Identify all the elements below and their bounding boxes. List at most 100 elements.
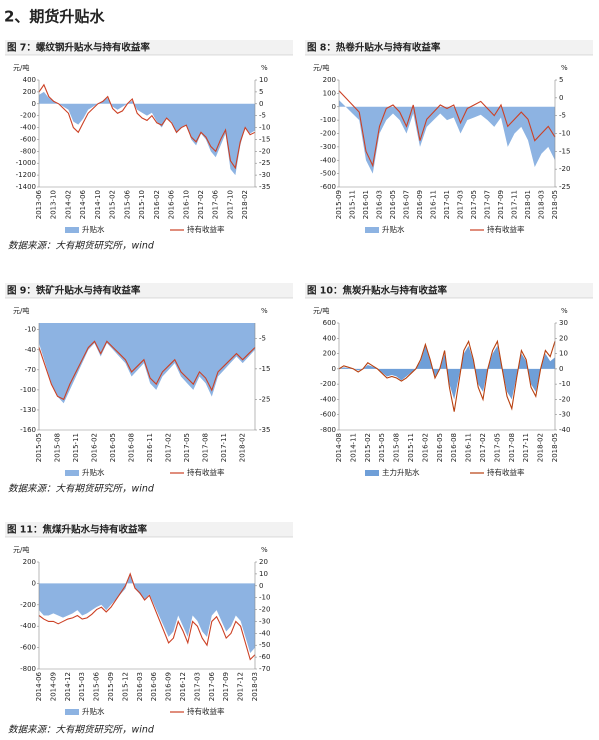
legend-swatch [65,470,79,476]
y2-tick-label: 0 [559,365,563,373]
y-tick-label: -200 [20,601,36,609]
source-note: 数据来源：大有期货研究所，wind [8,724,155,736]
y-tick-label: 200 [23,558,36,566]
caption-bar [305,283,593,298]
y-tick-label: 200 [323,350,336,358]
y2-tick-label: -70 [259,665,270,673]
return-line [38,83,256,170]
y-tick-label: -200 [20,112,36,120]
x-tick-label: 2016-03 [136,672,144,701]
y-tick-label: -400 [320,395,336,403]
legend-label: 持有收益率 [187,224,225,234]
return-line [338,90,556,168]
y2-tick-label: -25 [559,183,570,191]
x-tick-label: 2016-09 [165,672,173,701]
y-tick-label: -1000 [16,159,36,167]
chart-title: 图 9：铁矿升贴水与持有收益率 [7,285,141,297]
x-tick-label: 2016-11 [430,190,438,219]
y2-tick-label: -20 [559,165,570,173]
y2-tick-label: -35 [259,183,270,191]
legend-label: 主力升贴水 [382,467,420,477]
legend-label: 持有收益率 [187,706,225,716]
y2-axis-label: % [261,546,268,554]
x-tick-label: 2015-08 [393,433,401,462]
x-tick-label: 2018-03 [538,190,546,219]
x-tick-label: 2015-09 [107,672,115,701]
y-tick-label: 0 [32,579,36,587]
legend-swatch [65,709,79,715]
y2-tick-label: -15 [259,135,270,143]
y-tick-label: -70 [25,366,36,374]
basis-area [39,323,255,404]
return-line [38,340,256,401]
basis-area [339,345,555,400]
y-tick-label: -160 [20,426,36,434]
x-tick-label: 2017-08 [202,433,210,462]
x-tick-label: 2017-09 [497,190,505,219]
legend-label: 升贴水 [382,224,405,234]
x-tick-label: 2015-06 [123,189,131,219]
y-tick-label: -200 [320,380,336,388]
x-tick-label: 2016-05 [389,190,397,219]
x-tick-label: 2015-02 [109,190,117,219]
y-tick-label: -200 [320,130,336,138]
x-tick-label: 2014-02 [64,190,72,219]
x-tick-label: 2017-01 [443,190,451,219]
y2-tick-label: 10 [259,76,268,84]
source-note: 数据来源：大有期货研究所，wind [8,483,155,495]
y-tick-label: -1200 [16,171,36,179]
y-tick-label: 0 [332,365,336,373]
x-tick-label: 2016-03 [376,190,384,219]
y2-tick-label: -15 [259,365,270,373]
y-tick-label: -1400 [16,183,36,191]
x-tick-label: 2016-02 [91,433,99,462]
y2-tick-label: 5 [559,76,563,84]
x-tick-label: 2016-05 [436,433,444,462]
x-tick-label: 2014-09 [49,672,57,701]
y2-tick-label: -35 [259,426,270,434]
x-tick-label: 2017-02 [197,190,205,219]
x-tick-label: 2018-03 [251,672,259,701]
y2-tick-label: 5 [259,88,263,96]
y2-tick-label: 10 [259,570,268,578]
y2-tick-label: 0 [259,582,263,590]
y2-tick-label: 20 [259,558,268,566]
y2-tick-label: -20 [259,606,270,614]
x-tick-label: 2016-12 [179,672,187,701]
y-tick-label: -800 [20,665,36,673]
x-tick-label: 2016-06 [150,671,158,701]
x-tick-label: 2016-05 [109,433,117,462]
x-tick-label: 2016-11 [146,433,154,462]
x-tick-label: 2016-06 [168,189,176,219]
y-axis-label: 元/吨 [313,63,329,72]
x-tick-label: 2016-07 [403,190,411,219]
y-tick-label: -800 [320,426,336,434]
y2-tick-label: -5 [559,112,566,120]
y2-tick-label: -15 [559,147,570,155]
y-tick-label: -10 [25,326,36,334]
x-tick-label: 2018-02 [241,190,249,219]
y2-axis-label: % [561,307,568,315]
basis-area [39,572,255,653]
x-tick-label: 2015-08 [54,433,62,462]
y-tick-label: -400 [320,156,336,164]
y2-tick-label: -5 [259,112,266,120]
y-tick-label: -600 [320,183,336,191]
y2-tick-label: -30 [259,617,270,625]
x-tick-label: 2017-09 [222,672,230,701]
x-tick-label: 2015-05 [35,433,43,462]
x-tick-label: 2015-11 [72,433,80,462]
y-tick-label: 0 [332,103,336,111]
x-tick-label: 2017-06 [208,671,216,701]
y2-axis-label: % [561,64,568,72]
x-tick-label: 2016-02 [153,190,161,219]
y-axis-label: 元/吨 [13,545,29,554]
legend-label: 升贴水 [82,224,105,234]
chart-title: 图 11：焦煤升贴水与持有收益率 [7,524,148,536]
y2-axis-label: % [261,64,268,72]
x-tick-label: 2018-01 [524,190,532,219]
y2-tick-label: -10 [559,380,570,388]
x-tick-label: 2017-08 [508,433,516,462]
x-tick-label: 2017-10 [226,190,234,219]
x-tick-label: 2017-05 [470,190,478,219]
